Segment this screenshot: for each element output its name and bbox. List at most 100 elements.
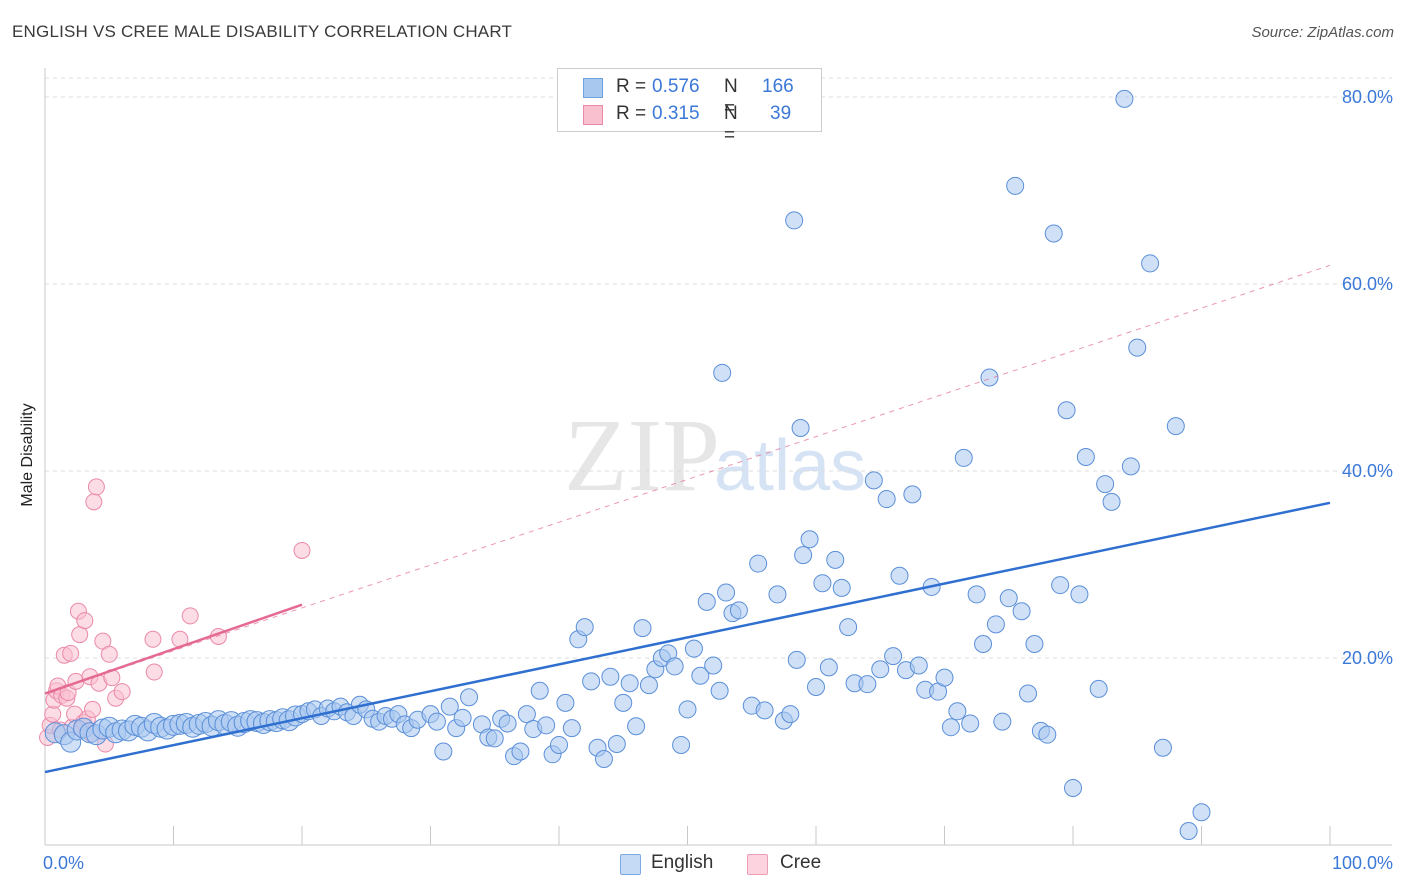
english-point — [800, 530, 819, 549]
english-point — [704, 656, 723, 675]
cree-point — [145, 663, 163, 681]
english-point — [948, 702, 967, 721]
legend-n-label: N = — [724, 103, 738, 146]
cree-point — [84, 700, 102, 718]
english-point — [614, 693, 633, 712]
english-point — [453, 708, 472, 727]
english-point — [935, 668, 954, 687]
english-point — [864, 471, 883, 490]
english-point — [813, 574, 832, 593]
legend-swatch-english — [583, 78, 603, 98]
legend-r-label: R = — [616, 76, 647, 97]
english-point — [550, 735, 568, 754]
legend-label-english: English — [651, 852, 714, 873]
english-point — [684, 639, 703, 658]
english-point — [974, 634, 993, 653]
english-point — [575, 618, 594, 637]
english-point — [941, 718, 960, 737]
english-point — [434, 742, 453, 761]
english-point — [498, 714, 517, 733]
cree-point — [85, 493, 103, 511]
english-points — [44, 89, 1211, 840]
english-point — [511, 742, 530, 761]
english-point — [1179, 821, 1198, 840]
english-point — [607, 735, 626, 754]
english-point — [819, 658, 838, 677]
english-point — [639, 676, 658, 695]
english-point — [787, 650, 806, 669]
legend-label-cree: Cree — [780, 852, 822, 873]
cree-point — [76, 612, 94, 630]
english-point — [871, 660, 890, 679]
english-point — [839, 618, 858, 637]
y-tick-label: 80.0% — [1342, 87, 1393, 107]
english-point — [1128, 338, 1147, 357]
legend-swatch-english — [620, 854, 641, 875]
english-point — [794, 546, 813, 565]
watermark-zip: ZIP — [564, 398, 720, 513]
english-point — [1096, 475, 1115, 494]
english-point — [440, 697, 459, 716]
legend-n-value: 166 — [762, 76, 794, 97]
legend-r-value: 0.576 — [652, 76, 700, 97]
cree-point — [113, 683, 131, 701]
english-point — [1051, 576, 1070, 595]
source-label: Source: ZipAtlas.com — [1251, 24, 1394, 41]
english-point — [620, 674, 639, 693]
english-point — [427, 712, 446, 731]
english-point — [729, 601, 748, 620]
english-point — [582, 672, 601, 691]
english-point — [807, 677, 825, 696]
english-point — [1064, 778, 1082, 797]
english-point — [749, 554, 768, 573]
cree-point — [293, 541, 311, 559]
english-point — [1044, 224, 1063, 243]
chart-title: ENGLISH VS CREE MALE DISABILITY CORRELAT… — [12, 22, 513, 41]
english-point — [961, 714, 980, 733]
watermark-atlas: atlas — [714, 426, 866, 506]
english-point — [1153, 738, 1172, 757]
english-point — [1006, 176, 1025, 195]
english-point — [672, 735, 691, 754]
english-point — [954, 448, 973, 467]
english-point — [785, 211, 804, 230]
english-point — [1141, 254, 1160, 273]
english-point — [781, 705, 800, 724]
english-point — [890, 566, 909, 585]
english-point — [1166, 417, 1185, 436]
cree-point — [62, 644, 80, 662]
y-tick-label: 60.0% — [1342, 274, 1393, 294]
english-point — [1025, 634, 1044, 653]
english-point — [826, 550, 845, 569]
x-tick-label: 100.0% — [1332, 853, 1393, 873]
english-point — [717, 583, 736, 602]
legend-swatch-cree — [747, 854, 768, 875]
english-point — [710, 681, 729, 700]
english-point — [697, 592, 716, 611]
english-point — [665, 657, 684, 676]
legend-r-label: R = — [616, 103, 647, 124]
english-point — [1057, 401, 1076, 420]
english-point — [1019, 684, 1038, 703]
english-point — [1192, 803, 1211, 822]
cree-point — [87, 478, 105, 496]
english-point — [1102, 492, 1121, 511]
english-point — [1115, 89, 1134, 108]
english-point — [884, 647, 903, 666]
english-point — [858, 675, 877, 694]
cree-point — [181, 607, 199, 625]
english-point — [633, 619, 652, 638]
cree-trend-line — [44, 603, 303, 695]
correlation-legend: R = 0.576 N = 166 R = 0.315 N = 39 — [557, 68, 822, 146]
english-point — [993, 712, 1012, 731]
english-point — [530, 681, 549, 700]
english-point — [1070, 585, 1089, 604]
english-point — [691, 666, 710, 685]
y-tick-label: 40.0% — [1342, 461, 1393, 481]
english-point — [556, 693, 575, 712]
english-point — [537, 716, 556, 735]
tick-labels: 20.0% 40.0% 60.0% 80.0% 0.0% 100.0% — [43, 87, 1393, 873]
english-point — [755, 701, 774, 720]
english-point — [594, 749, 613, 768]
